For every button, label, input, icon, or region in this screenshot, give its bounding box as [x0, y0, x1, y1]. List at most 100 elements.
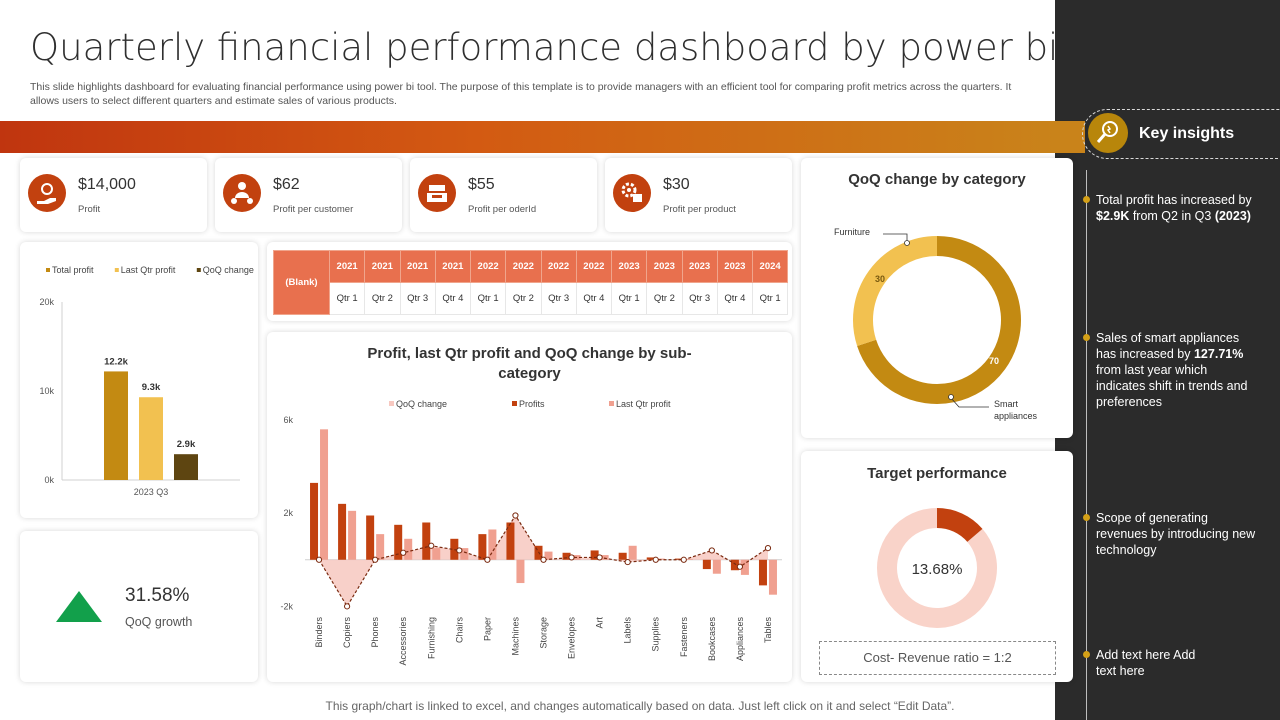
- last-qtr-bar: [348, 510, 357, 560]
- profit-bar: [394, 524, 403, 560]
- qoq-change-point: [456, 547, 463, 554]
- qoq-change-point: [540, 556, 547, 563]
- qoq-change-point: [568, 554, 575, 561]
- year-cell[interactable]: 2023: [610, 250, 648, 283]
- insights-header-frame: [1082, 109, 1280, 159]
- quarter-cell[interactable]: Qtr 1: [751, 282, 789, 315]
- qoq-change-point: [680, 556, 687, 563]
- bar-total-profit: [104, 371, 128, 480]
- qoq-change-point: [484, 556, 491, 563]
- x-tick-label: Machines: [510, 617, 520, 656]
- year-cell[interactable]: 2022: [505, 250, 542, 283]
- quarter-cell[interactable]: Qtr 4: [575, 282, 613, 315]
- legend-swatch: [46, 268, 50, 272]
- year-cell[interactable]: 2022: [540, 250, 577, 283]
- quarter-cell[interactable]: Qtr 2: [364, 282, 401, 315]
- kpi-value: $62: [273, 176, 300, 193]
- quarter-cell[interactable]: Qtr 3: [540, 282, 577, 315]
- quarter-cell[interactable]: Qtr 4: [434, 282, 472, 315]
- slice-value-label: 70: [989, 356, 999, 366]
- slice-name-label: Furniture: [834, 227, 870, 237]
- x-tick-label: Supplies: [651, 617, 661, 652]
- year-cell[interactable]: 2021: [434, 250, 472, 283]
- quarter-filter-matrix[interactable]: (Blank) 2021 2021 2021 2021 2022 2022 2022 2022 2…: [273, 250, 789, 315]
- year-cell[interactable]: 2021: [364, 250, 401, 283]
- target-performance-title: Target performance: [867, 465, 1007, 482]
- last-qtr-bar: [432, 548, 441, 560]
- bar-qoq-change: [174, 454, 198, 480]
- page-subtitle: This slide highlights dashboard for eval…: [30, 81, 1012, 107]
- quarter-cell[interactable]: Qtr 3: [681, 282, 718, 315]
- donut-slice-furniture: [853, 236, 938, 346]
- data-label: 12.2k: [104, 356, 128, 367]
- kpi-card-profit[interactable]: $14,000 Profit: [20, 158, 207, 232]
- profit-bar: [338, 503, 347, 560]
- legend-swatch: [389, 401, 394, 406]
- year-cell[interactable]: 2022: [575, 250, 613, 283]
- callout-marker: [904, 240, 910, 246]
- insight-highlight: 127.71%: [1193, 347, 1244, 361]
- year-cell[interactable]: 2022: [469, 250, 507, 283]
- year-cell[interactable]: 2023: [681, 250, 718, 283]
- y-tick-label: 0k: [44, 475, 54, 485]
- kpi-card-profit-per-order[interactable]: $55 Profit per oderId: [410, 158, 597, 232]
- year-cell[interactable]: 2023: [716, 250, 754, 283]
- kpi-card-profit-per-customer[interactable]: $62 Profit per customer: [215, 158, 402, 232]
- legend-swatch: [512, 401, 517, 406]
- qoq-change-point: [596, 554, 603, 561]
- banner-extension: [1055, 121, 1085, 153]
- last-qtr-bar: [516, 559, 525, 584]
- timeline-dot: [1083, 334, 1090, 341]
- x-tick-label: Furnishing: [426, 617, 436, 659]
- profit-bar: [422, 522, 431, 560]
- donut-slice-remaining: [877, 508, 997, 628]
- last-qtr-bar: [600, 555, 609, 560]
- x-tick-label: Envelopes: [567, 617, 577, 660]
- profit-bar: [590, 550, 599, 560]
- legend-label: Last Qtr profit: [121, 265, 176, 275]
- quarter-cell[interactable]: Qtr 4: [716, 282, 754, 315]
- qoq-change-point: [372, 556, 379, 563]
- x-tick-label: Art: [595, 617, 605, 629]
- company-banner: [0, 121, 1055, 153]
- quarter-cell[interactable]: Qtr 2: [505, 282, 542, 315]
- kpi-card-profit-per-product[interactable]: $30 Profit per product: [605, 158, 792, 232]
- kpi-value: $30: [663, 176, 690, 193]
- page-title: Quarterly financial performance dashboar…: [30, 26, 1059, 69]
- profit-bar: [758, 559, 767, 586]
- slice-name-label: Smart: [994, 399, 1019, 409]
- x-tick-label: Tables: [763, 617, 773, 644]
- insight-text: Total profit has increased by: [1096, 193, 1252, 207]
- callout-line: [883, 233, 908, 241]
- bulb-search-icon: [1088, 113, 1128, 153]
- profit-bar: [618, 552, 627, 560]
- y-tick-label: 6k: [283, 415, 293, 425]
- kpi-value: $14,000: [78, 176, 136, 193]
- quarter-cell[interactable]: Qtr 1: [328, 282, 366, 315]
- profit-bar: [450, 538, 459, 560]
- insight-highlight: $2.9K: [1096, 209, 1130, 223]
- legend-label: Last Qtr profit: [616, 399, 671, 409]
- qoq-change-point: [708, 547, 715, 554]
- blank-cell[interactable]: (Blank): [273, 250, 330, 315]
- slice-name-label: appliances: [994, 411, 1038, 421]
- year-cell[interactable]: 2023: [646, 250, 683, 283]
- year-cell[interactable]: 2021: [399, 250, 436, 283]
- legend-label: Profits: [519, 399, 545, 409]
- year-cell[interactable]: 2024: [751, 250, 789, 283]
- year-cell[interactable]: 2021: [328, 250, 366, 283]
- quarter-cell[interactable]: Qtr 1: [610, 282, 648, 315]
- y-tick-label: 20k: [39, 297, 54, 307]
- quarter-cell[interactable]: Qtr 3: [399, 282, 436, 315]
- quarter-cell[interactable]: Qtr 2: [646, 282, 683, 315]
- qoq-change-point: [764, 545, 772, 552]
- qoq-change-point: [428, 542, 435, 549]
- qoq-change-point: [736, 563, 744, 570]
- donut-slice-achieved: [936, 508, 983, 543]
- last-qtr-bar: [628, 545, 637, 560]
- quarter-cell[interactable]: Qtr 1: [469, 282, 507, 315]
- cash-register-icon: [418, 174, 456, 212]
- footer-note: This graph/chart is linked to excel, and…: [325, 699, 955, 713]
- last-qtr-bar: [544, 551, 553, 560]
